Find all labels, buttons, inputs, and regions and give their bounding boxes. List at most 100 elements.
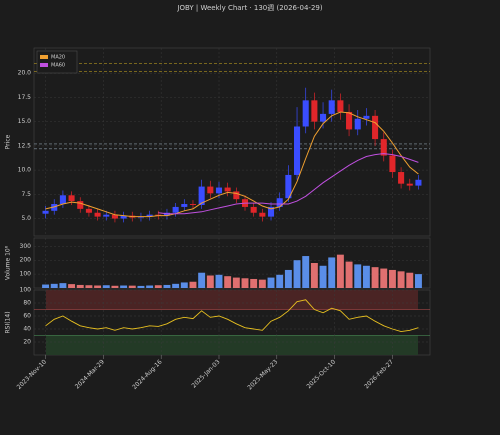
volume-bar bbox=[120, 285, 128, 288]
volume-bar bbox=[276, 274, 284, 288]
candle-body bbox=[198, 186, 205, 205]
y-tick-label: 100 bbox=[20, 287, 32, 294]
volume-bar bbox=[85, 285, 93, 288]
volume-bar bbox=[128, 285, 136, 288]
candle-body bbox=[68, 195, 75, 202]
candle-body bbox=[337, 100, 344, 112]
legend-swatch bbox=[40, 63, 48, 67]
y-tick-label: 80 bbox=[23, 300, 31, 307]
volume-bar bbox=[302, 256, 310, 288]
volume-bar bbox=[102, 285, 110, 288]
volume-bar bbox=[258, 279, 266, 288]
candle-body bbox=[224, 187, 231, 192]
chart-title: JOBY | Weekly Chart · 130週 (2026-04-29) bbox=[176, 3, 322, 12]
y-tick-label: 200 bbox=[20, 257, 32, 264]
candle-body bbox=[346, 111, 353, 130]
volume-bar bbox=[319, 265, 327, 288]
candle-body bbox=[276, 198, 283, 207]
volume-bar bbox=[293, 260, 301, 288]
ma-line bbox=[158, 153, 419, 215]
candle-body bbox=[215, 187, 223, 194]
candle-body bbox=[51, 204, 58, 211]
candle-body bbox=[120, 215, 127, 219]
y-axis-label: Price bbox=[5, 134, 12, 149]
candle-body bbox=[146, 214, 153, 217]
volume-bar bbox=[414, 274, 422, 288]
rsi-line bbox=[45, 299, 419, 333]
volume-bar bbox=[250, 278, 258, 288]
volume-bar bbox=[163, 284, 171, 288]
candle-body bbox=[380, 139, 387, 156]
y-tick-label: 20 bbox=[23, 339, 31, 346]
candle-body bbox=[406, 183, 413, 186]
candle-body bbox=[302, 100, 309, 127]
volume-bar bbox=[241, 278, 249, 288]
volume-bar bbox=[180, 282, 188, 288]
volume-bar bbox=[224, 276, 232, 288]
volume-bar bbox=[362, 265, 370, 288]
candle-body bbox=[181, 204, 188, 207]
y-tick-label: 5.0 bbox=[21, 215, 31, 222]
candle-body bbox=[294, 126, 301, 175]
volume-bar bbox=[94, 285, 102, 288]
ma-line bbox=[45, 111, 419, 218]
y-tick-label: 15.0 bbox=[18, 118, 32, 125]
candle-body bbox=[111, 214, 118, 219]
candle-body bbox=[398, 172, 405, 184]
volume-bar bbox=[189, 281, 197, 288]
legend-swatch bbox=[40, 55, 48, 59]
y-axis-label: RSI(14) bbox=[5, 311, 12, 333]
panel-frame bbox=[33, 237, 431, 289]
volume-bar bbox=[336, 254, 344, 288]
y-tick-label: 60 bbox=[23, 313, 31, 320]
candle-body bbox=[137, 216, 144, 218]
candle-body bbox=[389, 155, 396, 173]
volume-bar bbox=[137, 285, 145, 288]
candle-body bbox=[328, 100, 335, 114]
candle-body bbox=[85, 208, 92, 213]
candle-body bbox=[320, 113, 327, 122]
volume-bar bbox=[310, 263, 318, 288]
candle-body bbox=[189, 204, 197, 205]
candle-body bbox=[77, 201, 84, 209]
volume-bar bbox=[345, 261, 353, 288]
volume-bar bbox=[206, 275, 214, 288]
volume-bar bbox=[76, 284, 84, 288]
volume-bar bbox=[406, 272, 414, 288]
volume-bar bbox=[68, 284, 76, 288]
volume-bar bbox=[172, 283, 180, 288]
candle-body bbox=[59, 195, 66, 205]
legend-label: MA60 bbox=[51, 63, 65, 69]
candle-body bbox=[250, 206, 257, 213]
y-tick-label: 20.0 bbox=[18, 70, 32, 77]
candle-body bbox=[233, 191, 240, 200]
overbought-zone bbox=[46, 290, 418, 310]
candle-body bbox=[267, 206, 275, 217]
y-tick-label: 40 bbox=[23, 326, 31, 333]
candle-body bbox=[103, 214, 110, 217]
y-tick-label: 100 bbox=[20, 271, 32, 278]
volume-bar bbox=[284, 269, 292, 288]
candle-body bbox=[415, 179, 422, 186]
y-tick-label: 17.5 bbox=[18, 94, 32, 101]
volume-bar bbox=[154, 285, 162, 288]
candle-body bbox=[207, 186, 214, 194]
volume-bar bbox=[42, 284, 50, 288]
y-axis-label: Volume 10⁶ bbox=[5, 245, 12, 280]
volume-bar bbox=[388, 269, 396, 288]
candle-body bbox=[259, 212, 266, 217]
candle-body bbox=[363, 115, 370, 119]
volume-bar bbox=[111, 285, 119, 288]
candle-body bbox=[311, 100, 318, 122]
y-tick-label: 12.5 bbox=[18, 142, 32, 149]
volume-bar bbox=[354, 264, 362, 288]
volume-bar bbox=[146, 285, 154, 288]
y-tick-label: 7.5 bbox=[21, 191, 31, 198]
candle-body bbox=[285, 174, 292, 199]
volume-bar bbox=[397, 271, 405, 288]
volume-bar bbox=[215, 274, 223, 288]
oversold-zone bbox=[46, 335, 418, 355]
candle-body bbox=[372, 115, 379, 140]
candle-body bbox=[42, 210, 49, 214]
